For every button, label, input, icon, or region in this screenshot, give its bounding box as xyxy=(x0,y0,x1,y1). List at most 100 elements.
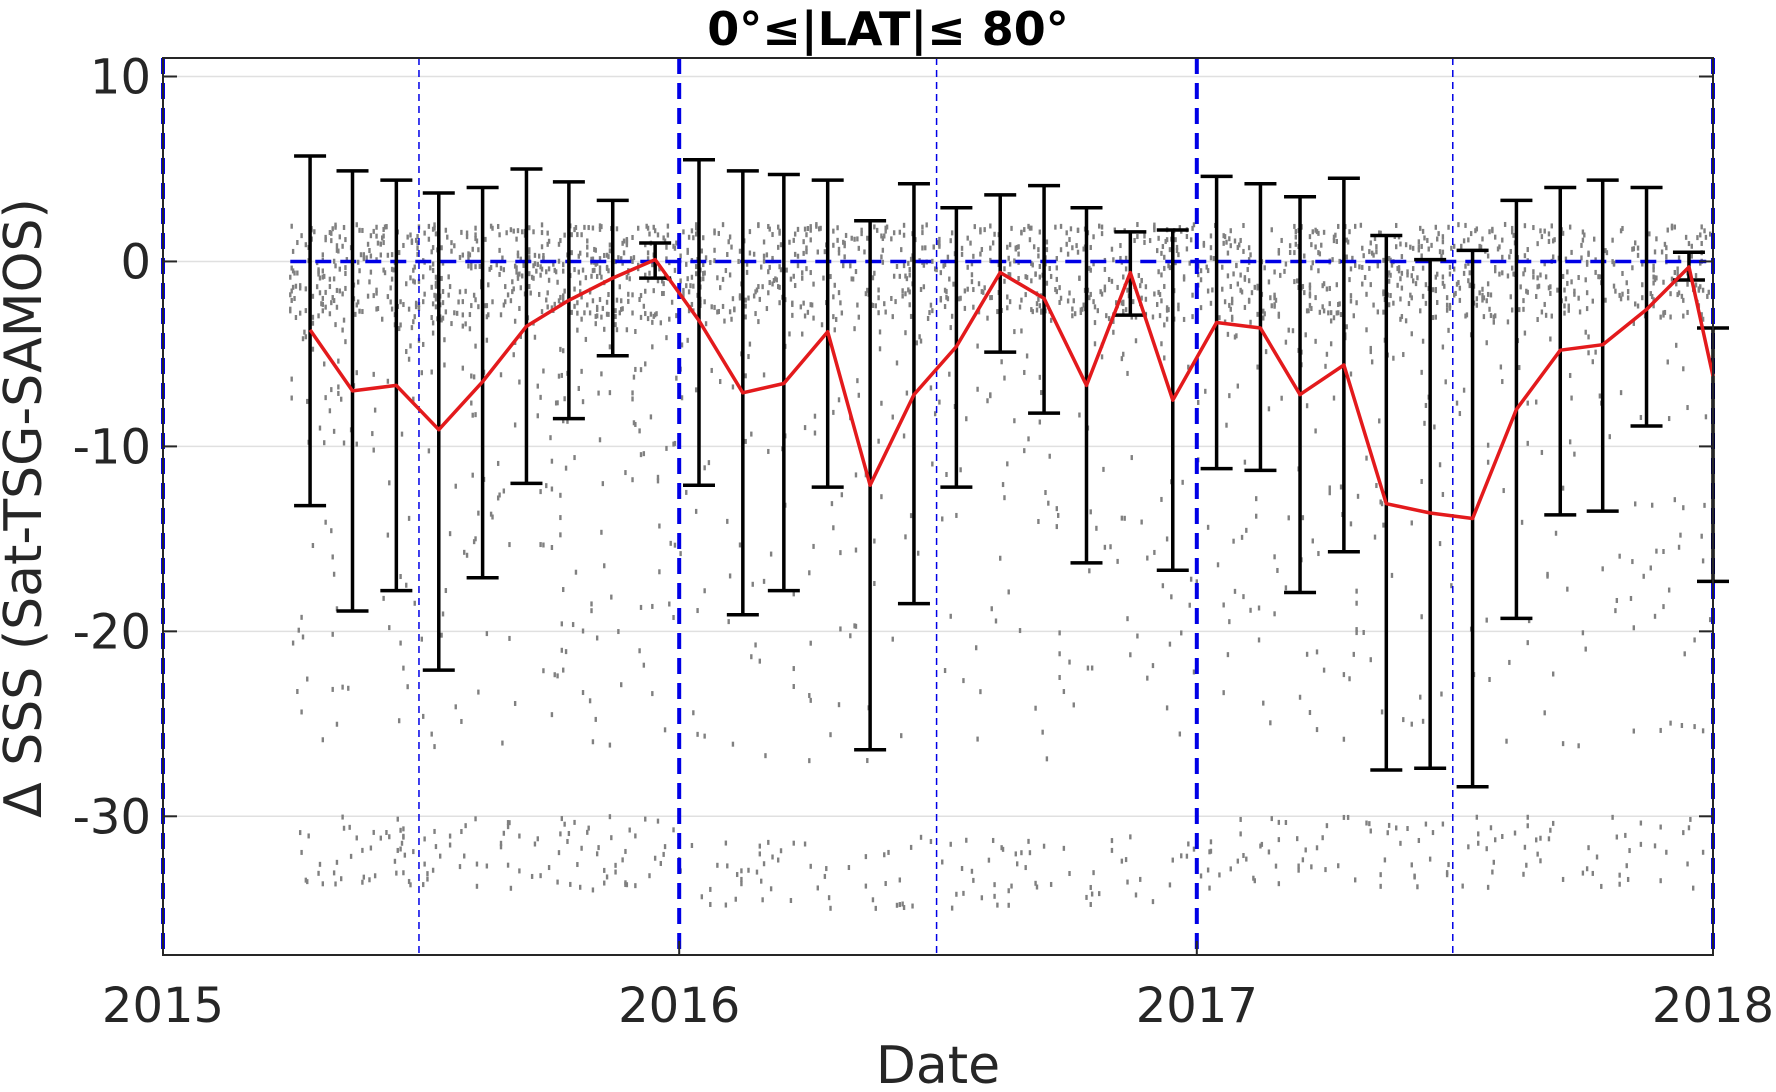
scatter-point xyxy=(1570,395,1573,401)
scatter-point xyxy=(566,418,569,424)
scatter-point xyxy=(1112,257,1115,263)
scatter-point xyxy=(1636,252,1640,258)
scatter-point xyxy=(1494,837,1497,843)
scatter-point xyxy=(1267,279,1271,285)
scatter-point xyxy=(909,844,913,850)
scatter-point xyxy=(977,309,981,315)
scatter-point xyxy=(298,285,302,291)
scatter-point xyxy=(518,305,521,311)
scatter-point xyxy=(703,588,706,594)
scatter-point xyxy=(1028,225,1032,231)
scatter-point xyxy=(1315,727,1319,733)
scatter-point xyxy=(1406,272,1409,278)
scatter-point xyxy=(1400,254,1404,260)
scatter-point xyxy=(1348,229,1351,235)
scatter-point xyxy=(878,346,882,352)
scatter-point xyxy=(478,263,481,269)
scatter-point xyxy=(1676,266,1679,272)
scatter-point xyxy=(652,224,655,230)
scatter-point xyxy=(1375,249,1378,255)
scatter-point xyxy=(320,301,323,307)
scatter-point xyxy=(1631,265,1634,271)
scatter-point xyxy=(1581,870,1585,876)
scatter-point xyxy=(905,390,909,396)
scatter-point xyxy=(1189,237,1193,243)
scatter-point xyxy=(1045,756,1049,762)
scatter-point xyxy=(1389,272,1392,278)
scatter-point xyxy=(562,418,565,424)
scatter-point xyxy=(423,291,426,297)
scatter-point xyxy=(465,234,469,240)
scatter-point xyxy=(1122,299,1125,305)
scatter-point xyxy=(771,232,774,238)
scatter-point xyxy=(358,268,361,274)
scatter-point xyxy=(335,304,339,310)
scatter-point xyxy=(290,395,293,401)
scatter-point xyxy=(431,301,435,307)
scatter-point xyxy=(1003,495,1006,501)
scatter-point xyxy=(1410,721,1413,727)
scatter-point xyxy=(1467,844,1470,850)
scatter-point xyxy=(938,241,941,247)
scatter-point xyxy=(475,238,479,244)
scatter-point xyxy=(1337,302,1340,308)
scatter-point xyxy=(925,222,928,228)
scatter-point xyxy=(547,266,551,272)
scatter-point xyxy=(361,879,364,885)
scatter-point xyxy=(434,296,438,302)
scatter-point xyxy=(587,225,590,231)
scatter-point xyxy=(779,267,783,273)
scatter-point xyxy=(376,306,380,312)
scatter-point xyxy=(639,314,643,320)
scatter-point xyxy=(965,416,968,422)
scatter-point xyxy=(972,877,975,883)
scatter-point xyxy=(700,894,704,900)
scatter-point xyxy=(1332,395,1336,401)
scatter-point xyxy=(891,414,894,420)
scatter-point xyxy=(1221,286,1224,292)
scatter-point xyxy=(1501,254,1504,260)
scatter-point xyxy=(1229,228,1232,234)
scatter-point xyxy=(1181,479,1184,485)
scatter-point xyxy=(966,235,969,241)
scatter-point xyxy=(416,251,419,257)
scatter-point xyxy=(1232,271,1235,277)
scatter-point xyxy=(649,311,653,317)
scatter-point xyxy=(1062,845,1066,851)
scatter-point xyxy=(634,833,637,839)
scatter-point xyxy=(321,274,325,280)
scatter-point xyxy=(1708,231,1712,237)
scatter-point xyxy=(690,274,694,280)
scatter-point xyxy=(311,293,315,299)
scatter-point xyxy=(801,270,804,276)
scatter-point xyxy=(1441,280,1445,286)
scatter-point xyxy=(721,303,725,309)
scatter-point xyxy=(970,279,974,285)
scatter-point xyxy=(735,872,739,878)
scatter-point xyxy=(1230,314,1234,320)
scatter-point xyxy=(1378,230,1381,236)
scatter-point xyxy=(335,606,339,612)
scatter-point xyxy=(516,275,520,281)
scatter-point xyxy=(802,239,805,245)
scatter-point xyxy=(762,372,766,378)
scatter-point xyxy=(874,303,877,309)
scatter-point xyxy=(1058,285,1061,291)
scatter-point xyxy=(1160,341,1163,347)
scatter-point xyxy=(1245,856,1248,862)
scatter-point xyxy=(422,341,425,347)
scatter-point xyxy=(446,234,449,240)
scatter-point xyxy=(631,258,634,264)
scatter-point xyxy=(1222,690,1225,696)
scatter-point xyxy=(369,253,373,259)
scatter-point xyxy=(1089,509,1092,515)
scatter-point xyxy=(1345,324,1348,330)
scatter-point xyxy=(915,340,918,346)
scatter-point xyxy=(1092,261,1095,267)
scatter-point xyxy=(406,684,409,690)
scatter-point xyxy=(1276,567,1279,573)
scatter-point xyxy=(1445,302,1449,308)
scatter-point xyxy=(306,676,309,682)
scatter-point xyxy=(941,859,944,865)
scatter-point xyxy=(1242,248,1245,254)
